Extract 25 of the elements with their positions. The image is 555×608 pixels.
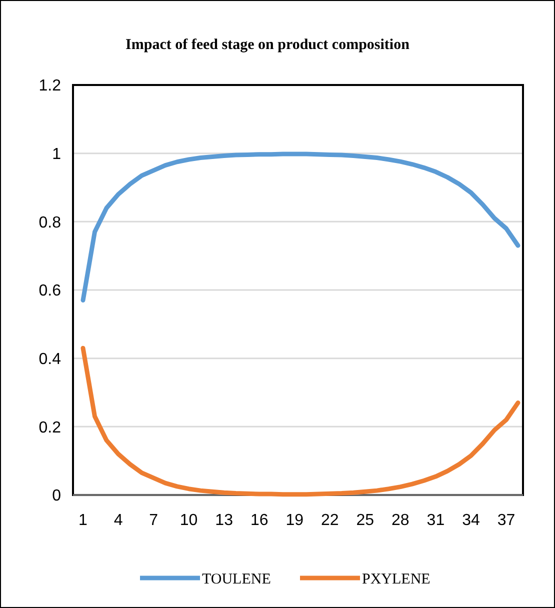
x-tick-label: 25 — [356, 512, 374, 529]
y-tick-label: 0.8 — [38, 214, 62, 232]
x-tick-label: 4 — [114, 512, 123, 529]
x-tick-label: 28 — [392, 512, 410, 529]
line-series — [80, 152, 520, 302]
legend-label: TOULENE — [202, 571, 271, 588]
y-tick-label: 0.6 — [38, 282, 62, 300]
x-tick-label: 19 — [286, 512, 304, 529]
x-tick-label: 10 — [180, 512, 198, 529]
x-tick-label: 13 — [215, 512, 234, 529]
y-tick-label: 1.2 — [38, 78, 62, 95]
x-tick-label: 37 — [497, 512, 516, 529]
y-tick-label: 0.2 — [38, 419, 62, 436]
x-tick-label: 16 — [250, 512, 268, 529]
x-tick-label: 22 — [320, 512, 339, 529]
x-tick-label: 7 — [149, 512, 158, 529]
y-tick-label: 0 — [52, 488, 62, 505]
x-tick-label: 31 — [426, 512, 445, 529]
line-series — [80, 346, 520, 497]
legend-label: PXYLENE — [362, 571, 430, 588]
chart-title: Impact of feed stage on product composition — [126, 37, 410, 53]
y-tick-label: 1 — [52, 146, 62, 163]
x-tick-label: 34 — [462, 512, 480, 529]
y-tick-label: 0.4 — [38, 350, 62, 368]
x-tick-label: 1 — [78, 512, 88, 529]
